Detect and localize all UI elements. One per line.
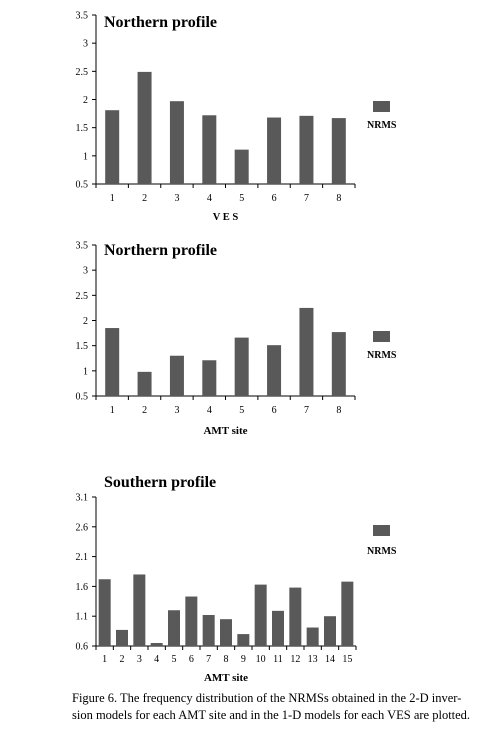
- chart1-x-tick-label: 5: [239, 193, 244, 204]
- chart3-x-axis-label: AMT site: [204, 672, 248, 684]
- chart3-bar: [341, 581, 354, 646]
- chart3-bar: [289, 587, 302, 646]
- chart2-bar: [299, 307, 314, 396]
- chart2-x-tick-label: 5: [239, 405, 244, 416]
- chart3-bar: [272, 610, 284, 646]
- chart3-x-tick-label: 15: [342, 654, 352, 665]
- chart3-bar: [133, 574, 146, 646]
- chart1-x-tick-label: 7: [304, 193, 309, 204]
- chart2-y-tick-label: 2.5: [76, 291, 89, 302]
- chart1-bar: [169, 101, 184, 184]
- chart3-legend-swatch: [373, 525, 390, 536]
- chart2-x-tick-label: 1: [110, 405, 115, 416]
- chart3-bar: [306, 627, 319, 646]
- chart1-x-tick-label: 2: [142, 193, 147, 204]
- chart2-x-tick-label: 7: [304, 405, 309, 416]
- chart2-legend-label: NRMS: [367, 350, 397, 361]
- chart3-bar: [324, 616, 336, 646]
- chart1-legend-swatch: [373, 101, 390, 112]
- chart3-x-tick-label: 4: [154, 654, 159, 665]
- chart1-y-tick-label: 2.5: [76, 67, 89, 78]
- chart2-y-tick-label: 3.5: [76, 241, 89, 252]
- chart3-y-tick-label: 2.6: [76, 522, 89, 533]
- chart1-y-tick-label: 3: [83, 39, 88, 50]
- chart2-x-tick-label: 2: [142, 405, 147, 416]
- chart3-x-tick-label: 11: [273, 654, 283, 665]
- chart2-y-tick-label: 1: [83, 366, 88, 377]
- chart1-x-tick-label: 8: [336, 193, 341, 204]
- chart3-bar: [254, 584, 267, 646]
- chart3-bar: [202, 615, 215, 646]
- chart3-bar: [185, 596, 198, 646]
- chart3-x-tick-label: 14: [325, 654, 335, 665]
- chart3-x-tick-label: 7: [206, 654, 211, 665]
- chart1-y-tick-label: 3.5: [76, 11, 89, 22]
- chart3-x-tick-label: 10: [256, 654, 266, 665]
- chart3-bar: [237, 634, 250, 646]
- chart1-y-tick-label: 1.5: [76, 123, 89, 134]
- chart1-bar: [299, 115, 314, 184]
- chart3-y-tick-label: 1.1: [76, 612, 89, 623]
- chart3-x-tick-label: 1: [102, 654, 107, 665]
- chart1-bar: [234, 149, 249, 184]
- chart1-y-tick-label: 1: [83, 151, 88, 162]
- chart2-bar: [137, 371, 152, 396]
- chart3-x-tick-label: 8: [224, 654, 229, 665]
- chart2-title: Northern profile: [104, 242, 217, 259]
- chart3-bar: [220, 619, 232, 646]
- chart3-title: Southern profile: [104, 474, 216, 491]
- chart3-legend-label: NRMS: [367, 546, 397, 557]
- chart3-bar: [150, 643, 163, 646]
- chart3-y-tick-label: 0.6: [76, 642, 89, 653]
- chart2-bar: [267, 345, 282, 396]
- chart1-bar: [105, 110, 120, 184]
- chart1-title: Northern profile: [104, 14, 217, 31]
- chart3-x-tick-label: 9: [241, 654, 246, 665]
- chart3-bar: [168, 610, 180, 646]
- chart3-y-tick-label: 1.6: [76, 582, 89, 593]
- chart2-y-tick-label: 3: [83, 266, 88, 277]
- chart2-x-tick-label: 4: [207, 405, 212, 416]
- chart3-x-tick-label: 3: [137, 654, 142, 665]
- chart1-y-tick-label: 0.5: [76, 180, 89, 191]
- chart2-x-axis-label: AMT site: [203, 425, 247, 437]
- chart1-x-tick-label: 3: [174, 193, 179, 204]
- chart1-x-tick-label: 1: [110, 193, 115, 204]
- chart2-x-tick-label: 3: [174, 405, 179, 416]
- chart2-bar: [169, 355, 184, 396]
- chart3-y-tick-label: 2.1: [76, 552, 89, 563]
- chart2-x-tick-label: 8: [336, 405, 341, 416]
- chart1-bar: [202, 115, 217, 184]
- chart1-bar: [267, 117, 282, 184]
- figure-caption: Figure 6. The frequency distribution of …: [72, 691, 471, 722]
- chart2-x-tick-label: 6: [272, 405, 277, 416]
- chart2-legend-swatch: [373, 331, 390, 342]
- chart3-x-tick-label: 12: [290, 654, 300, 665]
- chart2-bar: [331, 332, 346, 396]
- chart3-x-tick-label: 2: [120, 654, 125, 665]
- chart2-y-tick-label: 2: [83, 316, 88, 327]
- chart1-bar: [331, 118, 346, 184]
- chart1-y-tick-label: 2: [83, 95, 88, 106]
- chart2-bar: [105, 328, 120, 396]
- chart2-y-tick-label: 1.5: [76, 341, 89, 352]
- chart3-bar: [116, 629, 128, 646]
- chart2-y-tick-label: 0.5: [76, 392, 89, 403]
- chart1-bar: [137, 71, 152, 184]
- chart1-x-tick-label: 6: [272, 193, 277, 204]
- chart3-x-tick-label: 6: [189, 654, 194, 665]
- chart2-bar: [234, 337, 249, 396]
- chart3-y-tick-label: 3.1: [76, 493, 89, 504]
- chart3-x-tick-label: 5: [172, 654, 177, 665]
- chart1-legend-label: NRMS: [367, 120, 397, 131]
- chart1-x-axis-label: V E S: [213, 212, 239, 223]
- chart1-x-tick-label: 4: [207, 193, 212, 204]
- chart3-bar: [98, 579, 111, 646]
- chart3-x-tick-label: 13: [308, 654, 318, 665]
- chart2-bar: [202, 360, 217, 396]
